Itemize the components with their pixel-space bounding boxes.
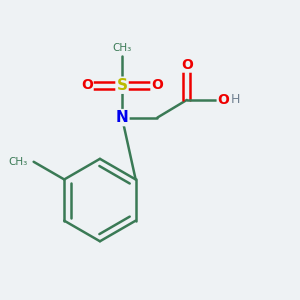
Text: O: O	[81, 78, 93, 92]
Text: O: O	[218, 93, 230, 107]
Text: O: O	[152, 78, 163, 92]
Text: O: O	[181, 58, 193, 72]
Text: CH₃: CH₃	[112, 44, 132, 53]
Text: CH₃: CH₃	[8, 157, 28, 167]
Text: N: N	[116, 110, 128, 125]
Text: H: H	[230, 93, 240, 106]
Text: S: S	[116, 78, 128, 93]
